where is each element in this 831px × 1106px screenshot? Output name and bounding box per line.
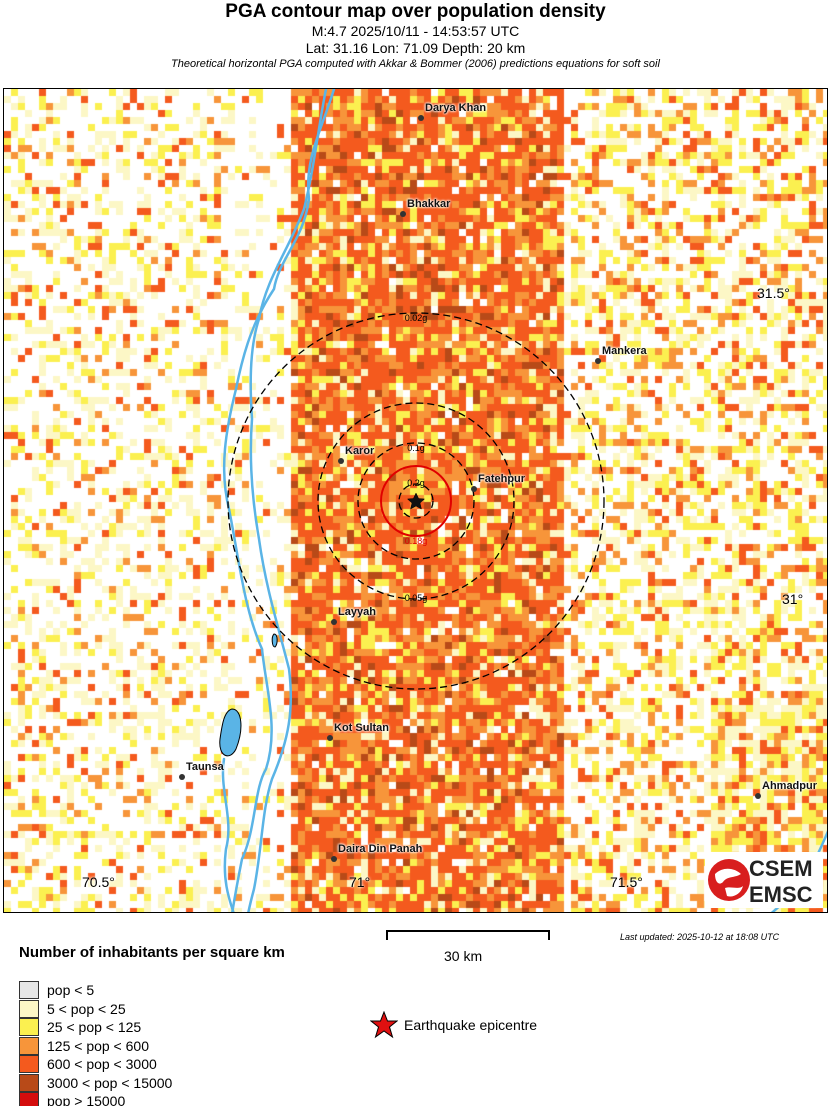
method-note: Theoretical horizontal PGA computed with… xyxy=(171,58,660,70)
legend-label: 5 < pop < 25 xyxy=(47,1000,126,1017)
pga-contour xyxy=(380,465,452,537)
legend-label: pop < 5 xyxy=(47,982,95,998)
legend-item: pop > 15000 xyxy=(19,1092,125,1106)
city-label: Mankera xyxy=(602,345,647,357)
city-marker xyxy=(400,211,406,217)
legend-item: 5 < pop < 25 xyxy=(19,999,126,1018)
city-marker xyxy=(471,486,477,492)
city-marker xyxy=(331,856,337,862)
pga-contour xyxy=(227,312,605,690)
lon-tick: 70.5° xyxy=(82,874,115,890)
legend-swatch xyxy=(19,1092,39,1106)
legend-item: 600 < pop < 3000 xyxy=(19,1055,157,1073)
legend-label: pop > 15000 xyxy=(47,1093,126,1106)
city-label: Karor xyxy=(345,445,375,457)
legend-swatch xyxy=(19,981,39,999)
csem-emsc-logo: CSEM EMSC xyxy=(705,852,823,908)
city-label: Taunsa xyxy=(186,761,224,773)
pga-contour xyxy=(357,442,475,560)
legend-swatch xyxy=(19,1036,39,1055)
legend-swatch xyxy=(19,1018,39,1036)
map-frame[interactable]: 0.02g 0.05g 0.1g 0.18g 0.2g Darya Khan Bhakka… xyxy=(3,88,828,913)
river-indus-west xyxy=(222,89,336,912)
contour-label: 0.02g xyxy=(405,313,428,323)
legend-label: 3000 < pop < 15000 xyxy=(47,1074,173,1091)
river-indus-east xyxy=(247,89,328,912)
last-updated: Last updated: 2025-10-12 at 18:08 UTC xyxy=(620,932,780,942)
city-marker xyxy=(595,358,601,364)
legend-item: 125 < pop < 600 xyxy=(19,1036,149,1055)
city-label: Ahmadpur xyxy=(762,780,817,792)
legend-item: pop < 5 xyxy=(19,981,94,999)
lake-small xyxy=(271,633,278,648)
svg-text:EMSC: EMSC xyxy=(749,882,813,907)
city-marker xyxy=(327,735,333,741)
legend-item: 25 < pop < 125 xyxy=(19,1018,141,1036)
city-marker xyxy=(755,793,761,799)
epicentre-legend: Earthquake epicentre xyxy=(370,1011,537,1039)
city-label: Kot Sultan xyxy=(334,722,389,734)
event-info: M:4.7 2025/10/11 - 14:53:57 UTC xyxy=(311,23,520,39)
pga-contour xyxy=(398,483,434,519)
scale-label: 30 km xyxy=(444,948,483,964)
legend-swatch xyxy=(19,1055,39,1073)
river-branch xyxy=(221,757,235,912)
city-label: Darya Khan xyxy=(425,102,487,114)
legend-swatch xyxy=(19,999,39,1018)
legend-swatch xyxy=(19,1073,39,1092)
city-label: Fatehpur xyxy=(478,473,526,485)
scale-bar xyxy=(386,930,550,940)
city-marker xyxy=(418,115,424,121)
contour-label: 0.2g xyxy=(407,478,425,488)
legend-item: 3000 < pop < 15000 xyxy=(19,1073,173,1092)
legend-title: Number of inhabitants per square km xyxy=(19,944,285,961)
star-icon xyxy=(370,1011,398,1039)
location-info: Lat: 31.16 Lon: 71.09 Depth: 20 km xyxy=(305,40,526,56)
lon-tick: 71.5° xyxy=(610,874,643,890)
legend-label: 25 < pop < 125 xyxy=(47,1019,142,1035)
lat-tick: 31° xyxy=(782,591,804,607)
city-label: Daira Din Panah xyxy=(338,843,423,855)
epicentre-label: Earthquake epicentre xyxy=(404,1017,538,1033)
legend-label: 600 < pop < 3000 xyxy=(47,1056,157,1072)
lon-tick: 71° xyxy=(349,874,371,890)
map-title: PGA contour map over population density xyxy=(225,1,606,22)
contour-label: 0.05g xyxy=(405,593,428,603)
city-label: Bhakkar xyxy=(407,198,451,210)
lake xyxy=(219,708,242,757)
pga-contour xyxy=(317,402,515,600)
contour-label: 0.1g xyxy=(407,443,425,453)
epicentre-star-icon xyxy=(406,492,426,510)
map-overlay: 0.02g 0.05g 0.1g 0.18g 0.2g xyxy=(219,89,827,912)
contour-label: 0.18g xyxy=(405,536,428,546)
city-marker xyxy=(331,619,337,625)
lat-tick: 31.5° xyxy=(757,285,790,301)
city-marker xyxy=(338,458,344,464)
city-marker xyxy=(179,774,185,780)
city-label: Layyah xyxy=(338,606,376,618)
svg-text:CSEM: CSEM xyxy=(749,856,813,881)
legend-label: 125 < pop < 600 xyxy=(47,1037,149,1054)
